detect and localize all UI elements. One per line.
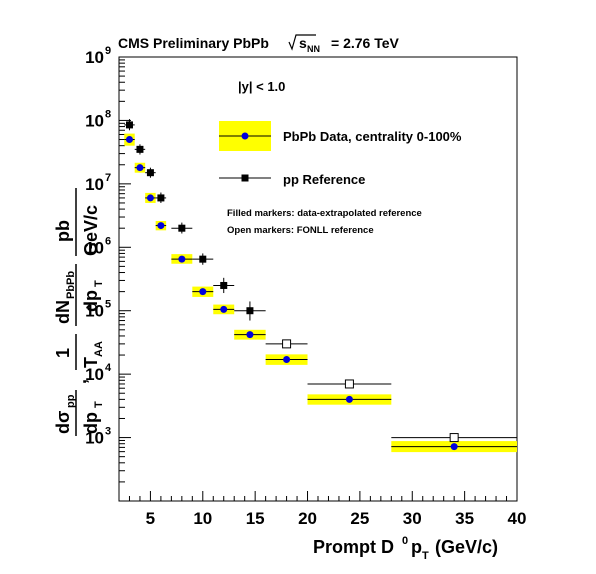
svg-text:T: T <box>81 357 101 368</box>
x-axis-label: Prompt D 0 p T (GeV/c) <box>313 535 498 562</box>
y-tick-label-exponent: 8 <box>105 108 111 120</box>
svg-text:GeV/c: GeV/c <box>81 205 101 256</box>
svg-text:dN: dN <box>53 300 73 324</box>
chart-title-prefix: CMS Preliminary PbPb <box>118 35 269 51</box>
y-tick-label-exponent: 3 <box>105 426 111 438</box>
y-tick-label: 10 <box>85 175 104 194</box>
pp-marker <box>136 145 144 153</box>
chart-title-sqrt: s NN <box>288 34 320 54</box>
pp-marker <box>199 255 207 263</box>
x-tick-label: 30 <box>403 509 422 528</box>
y-tick-label-exponent: 6 <box>105 235 111 247</box>
pbpb-marker <box>220 305 228 313</box>
pp-marker-open <box>344 379 354 389</box>
x-tick-label: 35 <box>455 509 474 528</box>
svg-text:,: , <box>70 379 90 384</box>
svg-text:T: T <box>93 401 105 408</box>
rapidity-annotation: |y| < 1.0 <box>238 79 285 94</box>
pp-marker <box>178 224 186 232</box>
legend-pp-label: pp Reference <box>283 172 365 187</box>
pp-marker-open <box>449 433 459 443</box>
note-open-markers: Open markers: FONLL reference <box>227 225 374 236</box>
y-axis-label: dσ pp dp T , 1 T AA dN PbPb dp T pb GeV/… <box>53 188 105 436</box>
pbpb-marker <box>345 395 353 403</box>
x-tick-label: 25 <box>350 509 369 528</box>
y-tick-label: 10 <box>85 48 104 67</box>
pp-marker <box>125 121 133 129</box>
svg-text:1: 1 <box>53 348 73 358</box>
svg-text:T: T <box>93 280 105 287</box>
x-axis-label-p: p <box>411 537 422 557</box>
pbpb-marker <box>136 164 144 172</box>
pp-marker <box>146 169 154 177</box>
y-tick-label: 10 <box>85 111 104 130</box>
x-tick-label: 10 <box>193 509 212 528</box>
svg-text:dp: dp <box>81 412 101 434</box>
y-tick-label-exponent: 5 <box>105 299 111 311</box>
y-tick-label-exponent: 9 <box>105 45 111 57</box>
chart-title-sqrt-subscript: NN <box>307 44 320 54</box>
note-filled-markers: Filled markers: data-extrapolated refere… <box>227 208 422 219</box>
pbpb-marker <box>283 356 291 364</box>
svg-text:dp: dp <box>81 290 101 312</box>
x-tick-label: 5 <box>146 509 155 528</box>
pbpb-marker <box>178 255 186 263</box>
y-tick-label: 10 <box>85 365 104 384</box>
y-tick-label: 10 <box>85 429 104 448</box>
x-axis-label-sub: T <box>422 550 429 562</box>
pp-marker <box>246 307 254 315</box>
svg-text:pb: pb <box>53 220 73 242</box>
pp-marker-open <box>282 339 292 349</box>
legend-pbpb-marker <box>241 132 249 140</box>
legend-pbpb-label: PbPb Data, centrality 0-100% <box>283 129 462 144</box>
x-axis-label-sup: 0 <box>402 535 408 547</box>
x-axis-label-main: Prompt D <box>313 537 394 557</box>
y-tick-label: 10 <box>85 302 104 321</box>
legend: PbPb Data, centrality 0-100% pp Referenc… <box>219 121 462 236</box>
svg-text:AA: AA <box>93 341 105 357</box>
pbpb-marker <box>199 288 207 296</box>
pbpb-marker <box>146 194 154 202</box>
data-points <box>124 119 517 451</box>
x-tick-label: 40 <box>508 509 527 528</box>
chart-title-energy: = 2.76 TeV <box>331 35 400 51</box>
x-tick-label: 20 <box>298 509 317 528</box>
pbpb-marker <box>125 136 133 144</box>
y-tick-label-exponent: 4 <box>105 362 112 374</box>
pbpb-marker <box>246 331 254 339</box>
svg-text:PbPb: PbPb <box>65 271 77 299</box>
pbpb-marker <box>157 222 165 230</box>
svg-text:dσ: dσ <box>53 411 73 434</box>
pp-marker <box>220 281 228 289</box>
legend-pp-marker <box>241 174 249 182</box>
x-axis-label-unit: (GeV/c) <box>435 537 498 557</box>
y-tick-label-exponent: 7 <box>105 172 111 184</box>
chart-title-sqrt-symbol: s <box>299 35 307 51</box>
pbpb-marker <box>450 443 458 451</box>
svg-text:pp: pp <box>65 394 77 408</box>
y-tick-label: 10 <box>85 238 104 257</box>
x-tick-label: 15 <box>246 509 265 528</box>
pp-marker <box>157 194 165 202</box>
